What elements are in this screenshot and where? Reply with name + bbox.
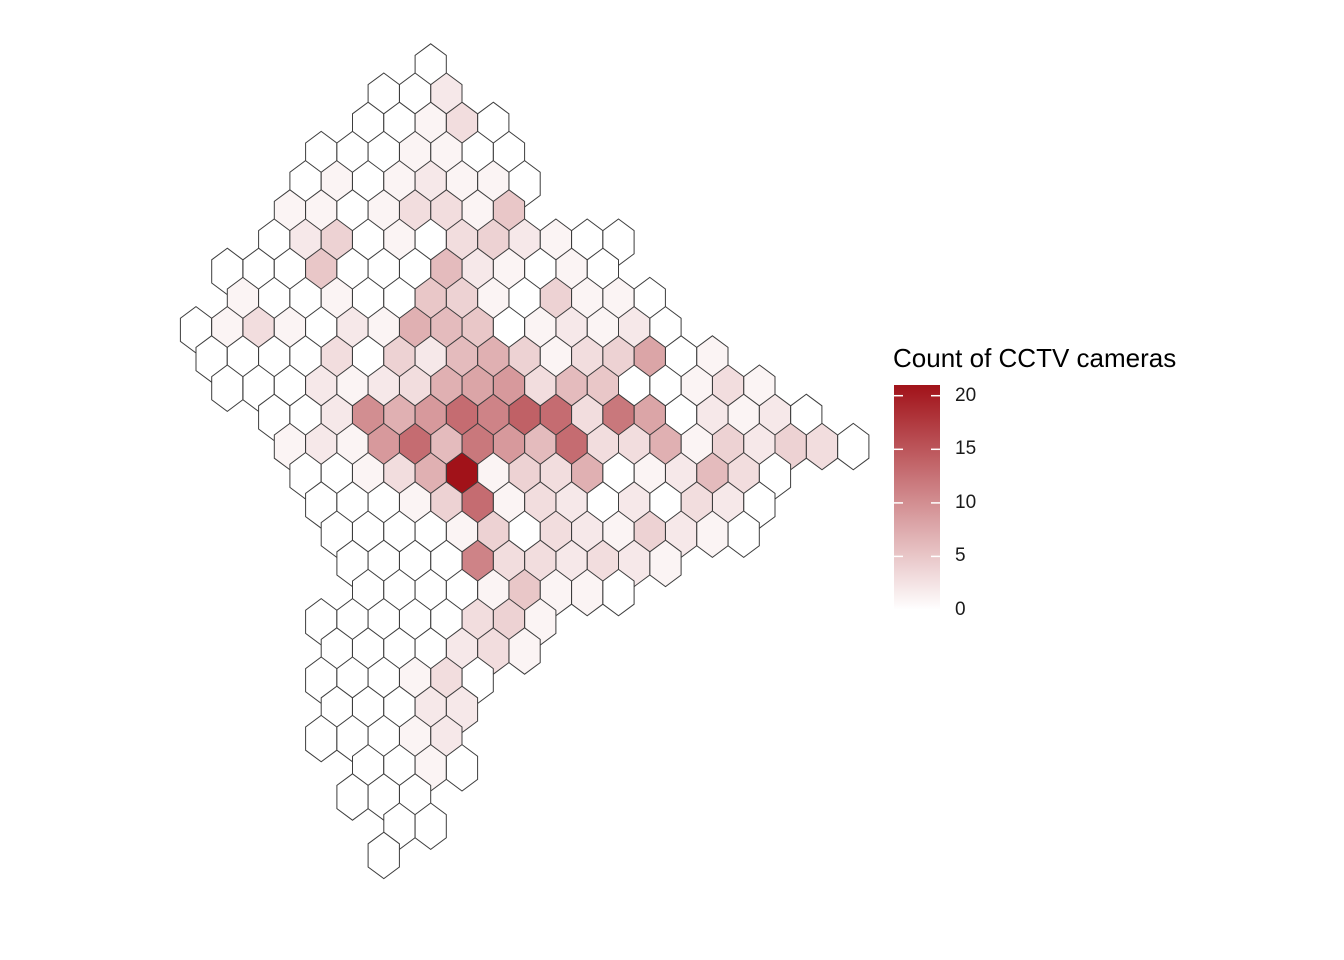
legend-tick-label: 0 [955,599,966,620]
hex-cell [649,539,682,588]
legend-colorbar [894,385,940,610]
legend-tick-label: 15 [955,438,977,460]
hex-cell [602,568,635,617]
color-legend: Count of CCTV cameras 0 5 10 15 20 [893,342,1233,642]
hex-cell [414,802,447,851]
legend-title: Count of CCTV cameras [893,343,1177,373]
hex-cell [727,510,760,559]
hex-cell [367,831,400,880]
legend-tick-label: 5 [955,545,966,567]
legend-tick-marks [894,394,940,610]
legend-tick-label: 20 [955,384,977,406]
legend-tick-label: 10 [955,491,977,513]
hex-cell [508,627,541,675]
hex-cell [445,743,479,792]
legend-gradient [894,385,940,610]
hex-cell [837,422,870,471]
